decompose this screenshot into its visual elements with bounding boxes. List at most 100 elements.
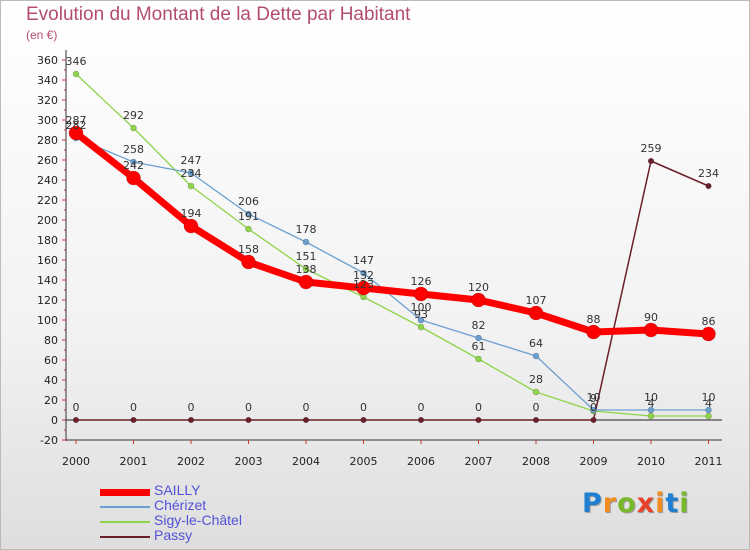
legend-label: SAILLY <box>154 482 201 498</box>
data-point-passy <box>475 416 482 424</box>
data-label-ch-rizet: 282 <box>66 119 87 132</box>
data-label-sigy-le-ch-tel: 123 <box>353 278 374 291</box>
data-point-ch-rizet <box>187 169 195 177</box>
chart-subtitle: (en €) <box>26 28 58 42</box>
data-label-sailly: 287 <box>66 114 87 127</box>
data-label-sailly: 88 <box>587 313 601 326</box>
data-point-sailly <box>183 218 199 234</box>
data-label-sigy-le-ch-tel: 28 <box>529 373 543 386</box>
y-tick-label: 340 <box>37 74 58 87</box>
data-point-sailly <box>356 280 371 296</box>
data-label-ch-rizet: 10 <box>702 391 716 404</box>
data-label-passy: 0 <box>360 401 367 414</box>
data-point-sailly <box>298 274 314 290</box>
data-label-sailly: 90 <box>644 311 658 324</box>
series-line-passy <box>75 160 710 421</box>
data-point-sigy-le-ch-tel <box>532 388 540 396</box>
data-point-passy <box>360 416 367 424</box>
data-label-sailly: 194 <box>181 207 202 220</box>
data-label-passy: 0 <box>188 401 195 414</box>
data-label-sigy-le-ch-tel: 234 <box>181 167 202 180</box>
x-tick-label: 2005 <box>350 455 378 468</box>
data-point-passy <box>72 416 80 424</box>
data-label-sigy-le-ch-tel: 4 <box>705 397 712 410</box>
y-tick-label: 120 <box>37 294 58 307</box>
data-point-sigy-le-ch-tel <box>130 124 137 132</box>
data-point-ch-rizet <box>532 352 540 360</box>
data-label-sigy-le-ch-tel: 346 <box>66 55 87 68</box>
legend-swatch <box>100 536 150 538</box>
data-point-sailly <box>471 292 486 308</box>
x-tick-label: 2003 <box>235 455 263 468</box>
y-tick-label: 240 <box>37 174 58 187</box>
data-label-ch-rizet: 258 <box>123 143 144 156</box>
x-tick-label: 2002 <box>177 455 205 468</box>
axis-ticks: -200204060801001201401601802002202402602… <box>37 54 723 468</box>
data-point-sigy-le-ch-tel <box>705 412 712 420</box>
data-point-sailly <box>241 254 256 270</box>
x-tick-label: 2009 <box>580 455 608 468</box>
data-point-ch-rizet <box>417 316 425 324</box>
legend-label: Sigy-le-Châtel <box>154 512 242 528</box>
y-tick-label: 160 <box>37 254 58 267</box>
data-label-passy: 0 <box>475 401 482 414</box>
data-point-sigy-le-ch-tel <box>647 412 655 420</box>
legend-swatch <box>100 521 150 523</box>
legend-label: Chérizet <box>154 497 207 513</box>
data-label-sailly: 138 <box>296 263 317 276</box>
data-label-passy: 0 <box>245 401 252 414</box>
x-tick-label: 2004 <box>292 455 320 468</box>
legend-swatch <box>100 506 150 508</box>
y-tick-label: 100 <box>37 314 58 327</box>
data-label-passy: 259 <box>641 142 662 155</box>
data-label-ch-rizet: 64 <box>529 337 543 350</box>
data-label-passy: 0 <box>590 401 597 414</box>
data-label-sigy-le-ch-tel: 9 <box>590 392 597 405</box>
data-point-ch-rizet <box>302 238 310 246</box>
x-tick-label: 2011 <box>695 455 723 468</box>
legend-label: Passy <box>154 527 193 543</box>
data-point-ch-rizet <box>590 406 597 414</box>
data-point-passy <box>647 157 655 165</box>
data-label-sigy-le-ch-tel: 61 <box>472 340 486 353</box>
data-label-sigy-le-ch-tel: 191 <box>238 210 259 223</box>
y-tick-label: 280 <box>37 134 58 147</box>
data-label-ch-rizet: 147 <box>353 254 374 267</box>
data-label-sailly: 86 <box>702 315 716 328</box>
data-label-sailly: 120 <box>468 281 489 294</box>
data-point-ch-rizet <box>245 210 252 218</box>
data-point-sailly <box>126 170 141 186</box>
y-tick-label: 0 <box>51 414 58 427</box>
data-point-passy <box>245 416 252 424</box>
data-point-sailly <box>701 326 716 342</box>
series-line-sigy-le-ch-tel <box>75 73 710 417</box>
data-point-sailly <box>586 324 601 340</box>
y-tick-label: 300 <box>37 114 58 127</box>
data-label-ch-rizet: 82 <box>472 319 486 332</box>
data-label-ch-rizet: 10 <box>587 391 601 404</box>
data-point-sigy-le-ch-tel <box>302 265 310 273</box>
axes <box>65 50 722 441</box>
data-label-passy: 0 <box>418 401 425 414</box>
data-point-ch-rizet <box>647 406 655 414</box>
data-point-passy <box>590 416 597 424</box>
data-label-passy: 0 <box>130 401 137 414</box>
data-point-passy <box>532 416 540 424</box>
data-point-ch-rizet <box>705 406 712 414</box>
data-point-sigy-le-ch-tel <box>72 70 80 78</box>
data-label-passy: 0 <box>533 401 540 414</box>
data-label-sailly: 242 <box>123 159 144 172</box>
x-tick-label: 2006 <box>407 455 435 468</box>
legend-swatch <box>100 488 150 496</box>
data-label-ch-rizet: 100 <box>411 301 432 314</box>
data-label-passy: 0 <box>303 401 310 414</box>
x-tick-label: 2000 <box>62 455 90 468</box>
y-tick-label: 260 <box>37 154 58 167</box>
data-point-passy <box>417 416 425 424</box>
x-tick-label: 2008 <box>522 455 550 468</box>
data-labels: 0 0 0 0 0 0 0 0 0 0 259 234 346 292 234 191 151 123 93 61 28… <box>66 55 720 414</box>
data-point-ch-rizet <box>475 334 482 342</box>
data-point-sailly <box>413 286 429 302</box>
data-point-ch-rizet <box>360 269 367 277</box>
